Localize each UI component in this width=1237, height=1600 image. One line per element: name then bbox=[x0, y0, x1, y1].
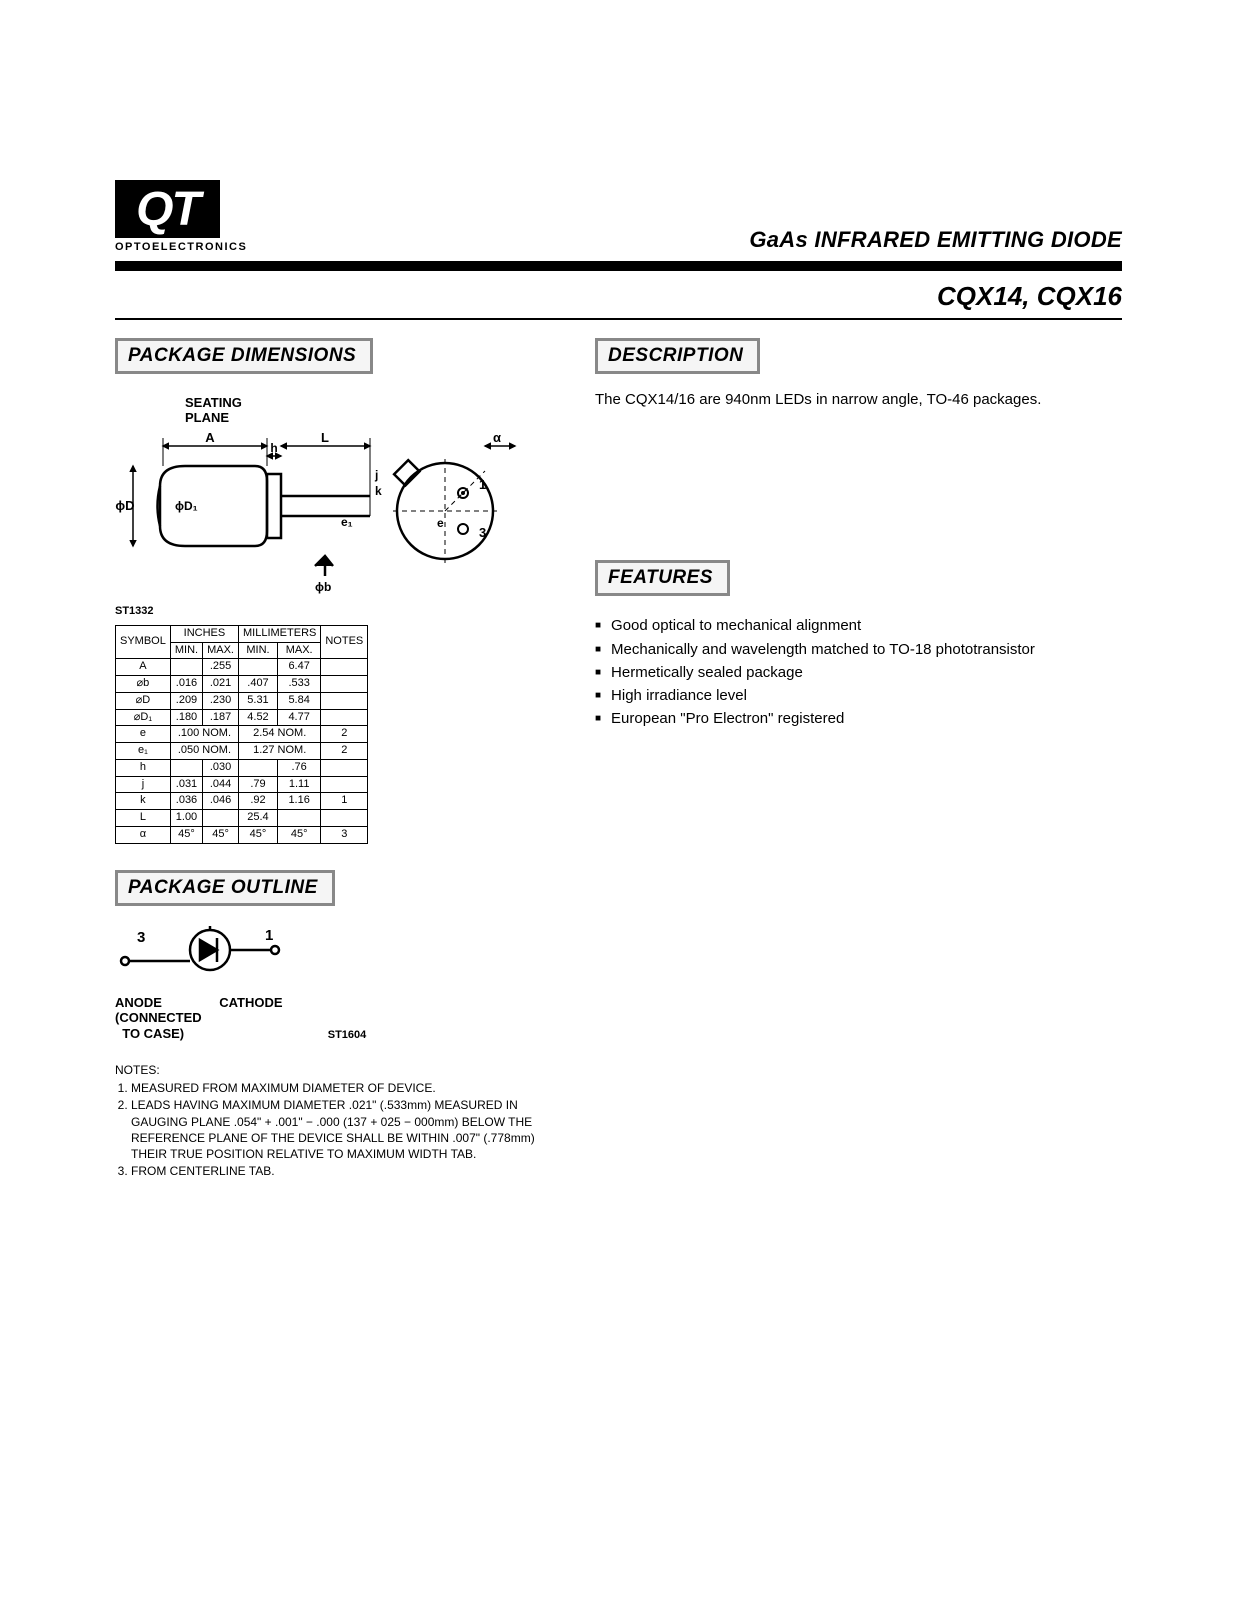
dim-A: A bbox=[205, 430, 215, 445]
part-number: CQX14, CQX16 bbox=[937, 281, 1122, 312]
list-item: Hermetically sealed package bbox=[595, 661, 1122, 684]
outline-cathode: CATHODE bbox=[219, 995, 282, 1010]
pin-1: 1 bbox=[479, 477, 486, 492]
list-item: LEADS HAVING MAXIMUM DIAMETER .021" (.53… bbox=[131, 1097, 545, 1162]
pin-3: 3 bbox=[479, 525, 486, 540]
table-row: A.2556.47 bbox=[116, 659, 368, 676]
divider-thick bbox=[115, 261, 1122, 271]
notes-title: NOTES: bbox=[115, 1062, 545, 1078]
page-title: GaAs INFRARED EMITTING DIODE bbox=[749, 227, 1122, 253]
list-item: Good optical to mechanical alignment bbox=[595, 614, 1122, 637]
table-row: α45°45°45°45°3 bbox=[116, 826, 368, 843]
dim-k: k bbox=[375, 484, 382, 498]
dim-L: L bbox=[321, 430, 329, 445]
section-header-description: DESCRIPTION bbox=[595, 338, 760, 374]
description-text: The CQX14/16 are 940nm LEDs in narrow an… bbox=[595, 390, 1122, 410]
outline-anode: ANODE bbox=[115, 995, 162, 1010]
table-row: ⌀b.016.021.407.533 bbox=[116, 676, 368, 693]
logo-icon: QT bbox=[115, 180, 220, 238]
th-mm: MILLIMETERS bbox=[239, 625, 321, 642]
section-header-package-outline: PACKAGE OUTLINE bbox=[115, 870, 335, 906]
outline-to-case: TO CASE) bbox=[122, 1026, 184, 1041]
notes-block: NOTES: MEASURED FROM MAXIMUM DIAMETER OF… bbox=[115, 1062, 545, 1179]
table-row: ⌀D.209.2305.315.84 bbox=[116, 692, 368, 709]
table-row: h.030.76 bbox=[116, 759, 368, 776]
th-notes: NOTES bbox=[321, 625, 368, 659]
logo-text: QT bbox=[136, 182, 199, 237]
drawing-ref: ST1332 bbox=[115, 605, 545, 617]
dim-phiD: ϕD bbox=[115, 498, 134, 513]
dim-j: j bbox=[374, 468, 378, 482]
seating-plane-label-2: PLANE bbox=[185, 410, 229, 425]
dim-phiD1: ϕD₁ bbox=[175, 499, 198, 513]
dim-alpha: α bbox=[493, 430, 501, 445]
package-dimensions-diagram: A h L ϕD ϕD₁ ϕb e₁ bbox=[115, 426, 535, 596]
th-symbol: SYMBOL bbox=[116, 625, 171, 659]
outline-pin1: 1 bbox=[265, 927, 273, 944]
right-column: DESCRIPTION The CQX14/16 are 940nm LEDs … bbox=[595, 338, 1122, 1180]
table-row: L1.0025.4 bbox=[116, 810, 368, 827]
section-header-package-dimensions: PACKAGE DIMENSIONS bbox=[115, 338, 373, 374]
table-row: e₁.050 NOM.1.27 NOM.2 bbox=[116, 743, 368, 760]
th-mm-min: MIN. bbox=[239, 642, 278, 659]
th-in-max: MAX. bbox=[203, 642, 239, 659]
dimensions-table: SYMBOL INCHES MILLIMETERS NOTES MIN. MAX… bbox=[115, 625, 368, 844]
dim-h: h bbox=[270, 441, 277, 455]
logo-block: QT OPTOELECTRONICS bbox=[115, 180, 247, 253]
seating-plane-label-1: SEATING bbox=[185, 395, 242, 410]
table-row: e.100 NOM.2.54 NOM.2 bbox=[116, 726, 368, 743]
left-column: PACKAGE DIMENSIONS SEATING PLANE bbox=[115, 338, 545, 1180]
table-row: ⌀D₁.180.1874.524.77 bbox=[116, 709, 368, 726]
table-row: k.036.046.921.161 bbox=[116, 793, 368, 810]
package-outline-diagram: 3 1 bbox=[115, 926, 345, 986]
list-item: FROM CENTERLINE TAB. bbox=[131, 1163, 545, 1179]
list-item: MEASURED FROM MAXIMUM DIAMETER OF DEVICE… bbox=[131, 1080, 545, 1096]
package-drawing: SEATING PLANE bbox=[115, 396, 545, 617]
list-item: High irradiance level bbox=[595, 684, 1122, 707]
dim-e: e bbox=[437, 516, 444, 530]
section-header-features: FEATURES bbox=[595, 560, 730, 596]
outline-pin3: 3 bbox=[137, 929, 145, 946]
list-item: Mechanically and wavelength matched to T… bbox=[595, 638, 1122, 661]
table-row: j.031.044.791.11 bbox=[116, 776, 368, 793]
header: QT OPTOELECTRONICS GaAs INFRARED EMITTIN… bbox=[115, 180, 1122, 253]
list-item: European "Pro Electron" registered bbox=[595, 707, 1122, 730]
divider-thin bbox=[115, 318, 1122, 320]
outline-connected: (CONNECTED bbox=[115, 1010, 202, 1025]
outline-ref: ST1604 bbox=[328, 1029, 367, 1041]
dim-e1: e₁ bbox=[341, 515, 353, 529]
th-inches: INCHES bbox=[170, 625, 238, 642]
th-mm-max: MAX. bbox=[277, 642, 320, 659]
package-outline-block: PACKAGE OUTLINE 3 bbox=[115, 870, 545, 1042]
dim-phib: ϕb bbox=[315, 580, 331, 594]
logo-subtext: OPTOELECTRONICS bbox=[115, 241, 247, 253]
features-list: Good optical to mechanical alignmentMech… bbox=[595, 614, 1122, 730]
th-in-min: MIN. bbox=[170, 642, 202, 659]
